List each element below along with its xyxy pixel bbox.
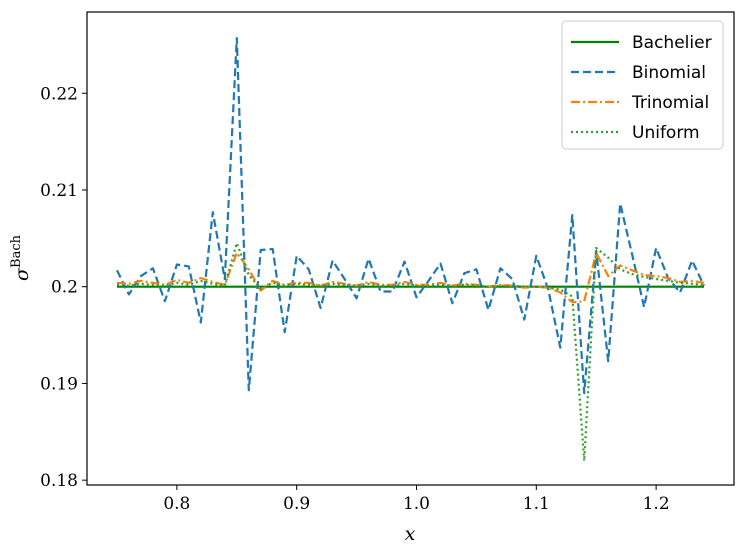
- x-tick-label: 1.0: [403, 494, 430, 514]
- y-tick-label: 0.19: [40, 374, 78, 394]
- y-axis: 0.18 0.19 0.2 0.21 0.22: [40, 84, 87, 491]
- y-tick-label: 0.2: [51, 278, 78, 298]
- legend-label-binomial: Binomial: [632, 63, 706, 83]
- y-tick-label: 0.18: [40, 471, 78, 491]
- series-layer: [116, 36, 705, 462]
- legend-label-bachelier: Bachelier: [632, 33, 712, 53]
- plot-frame: [86, 11, 735, 486]
- series-trinomial-line: [116, 251, 705, 304]
- x-tick-label: 0.8: [163, 494, 190, 514]
- legend: Bachelier Binomial Trinomial Uniform: [561, 20, 724, 150]
- series-binomial-line: [116, 36, 705, 395]
- legend-label-trinomial: Trinomial: [631, 93, 709, 113]
- legend-label-uniform: Uniform: [632, 123, 700, 143]
- legend-box: [561, 20, 724, 150]
- x-axis-label: x: [405, 523, 416, 545]
- x-tick-label: 1.2: [643, 494, 670, 514]
- y-axis-label: σBach: [9, 234, 33, 281]
- x-axis: 0.8 0.9 1.0 1.1 1.2: [163, 485, 670, 514]
- y-axis-label-symbol: σ: [11, 267, 33, 281]
- x-tick-label: 1.1: [523, 494, 550, 514]
- x-tick-label: 0.9: [283, 494, 310, 514]
- y-tick-label: 0.22: [40, 84, 78, 104]
- y-tick-label: 0.21: [40, 181, 78, 201]
- y-axis-label-superscript: Bach: [9, 234, 24, 268]
